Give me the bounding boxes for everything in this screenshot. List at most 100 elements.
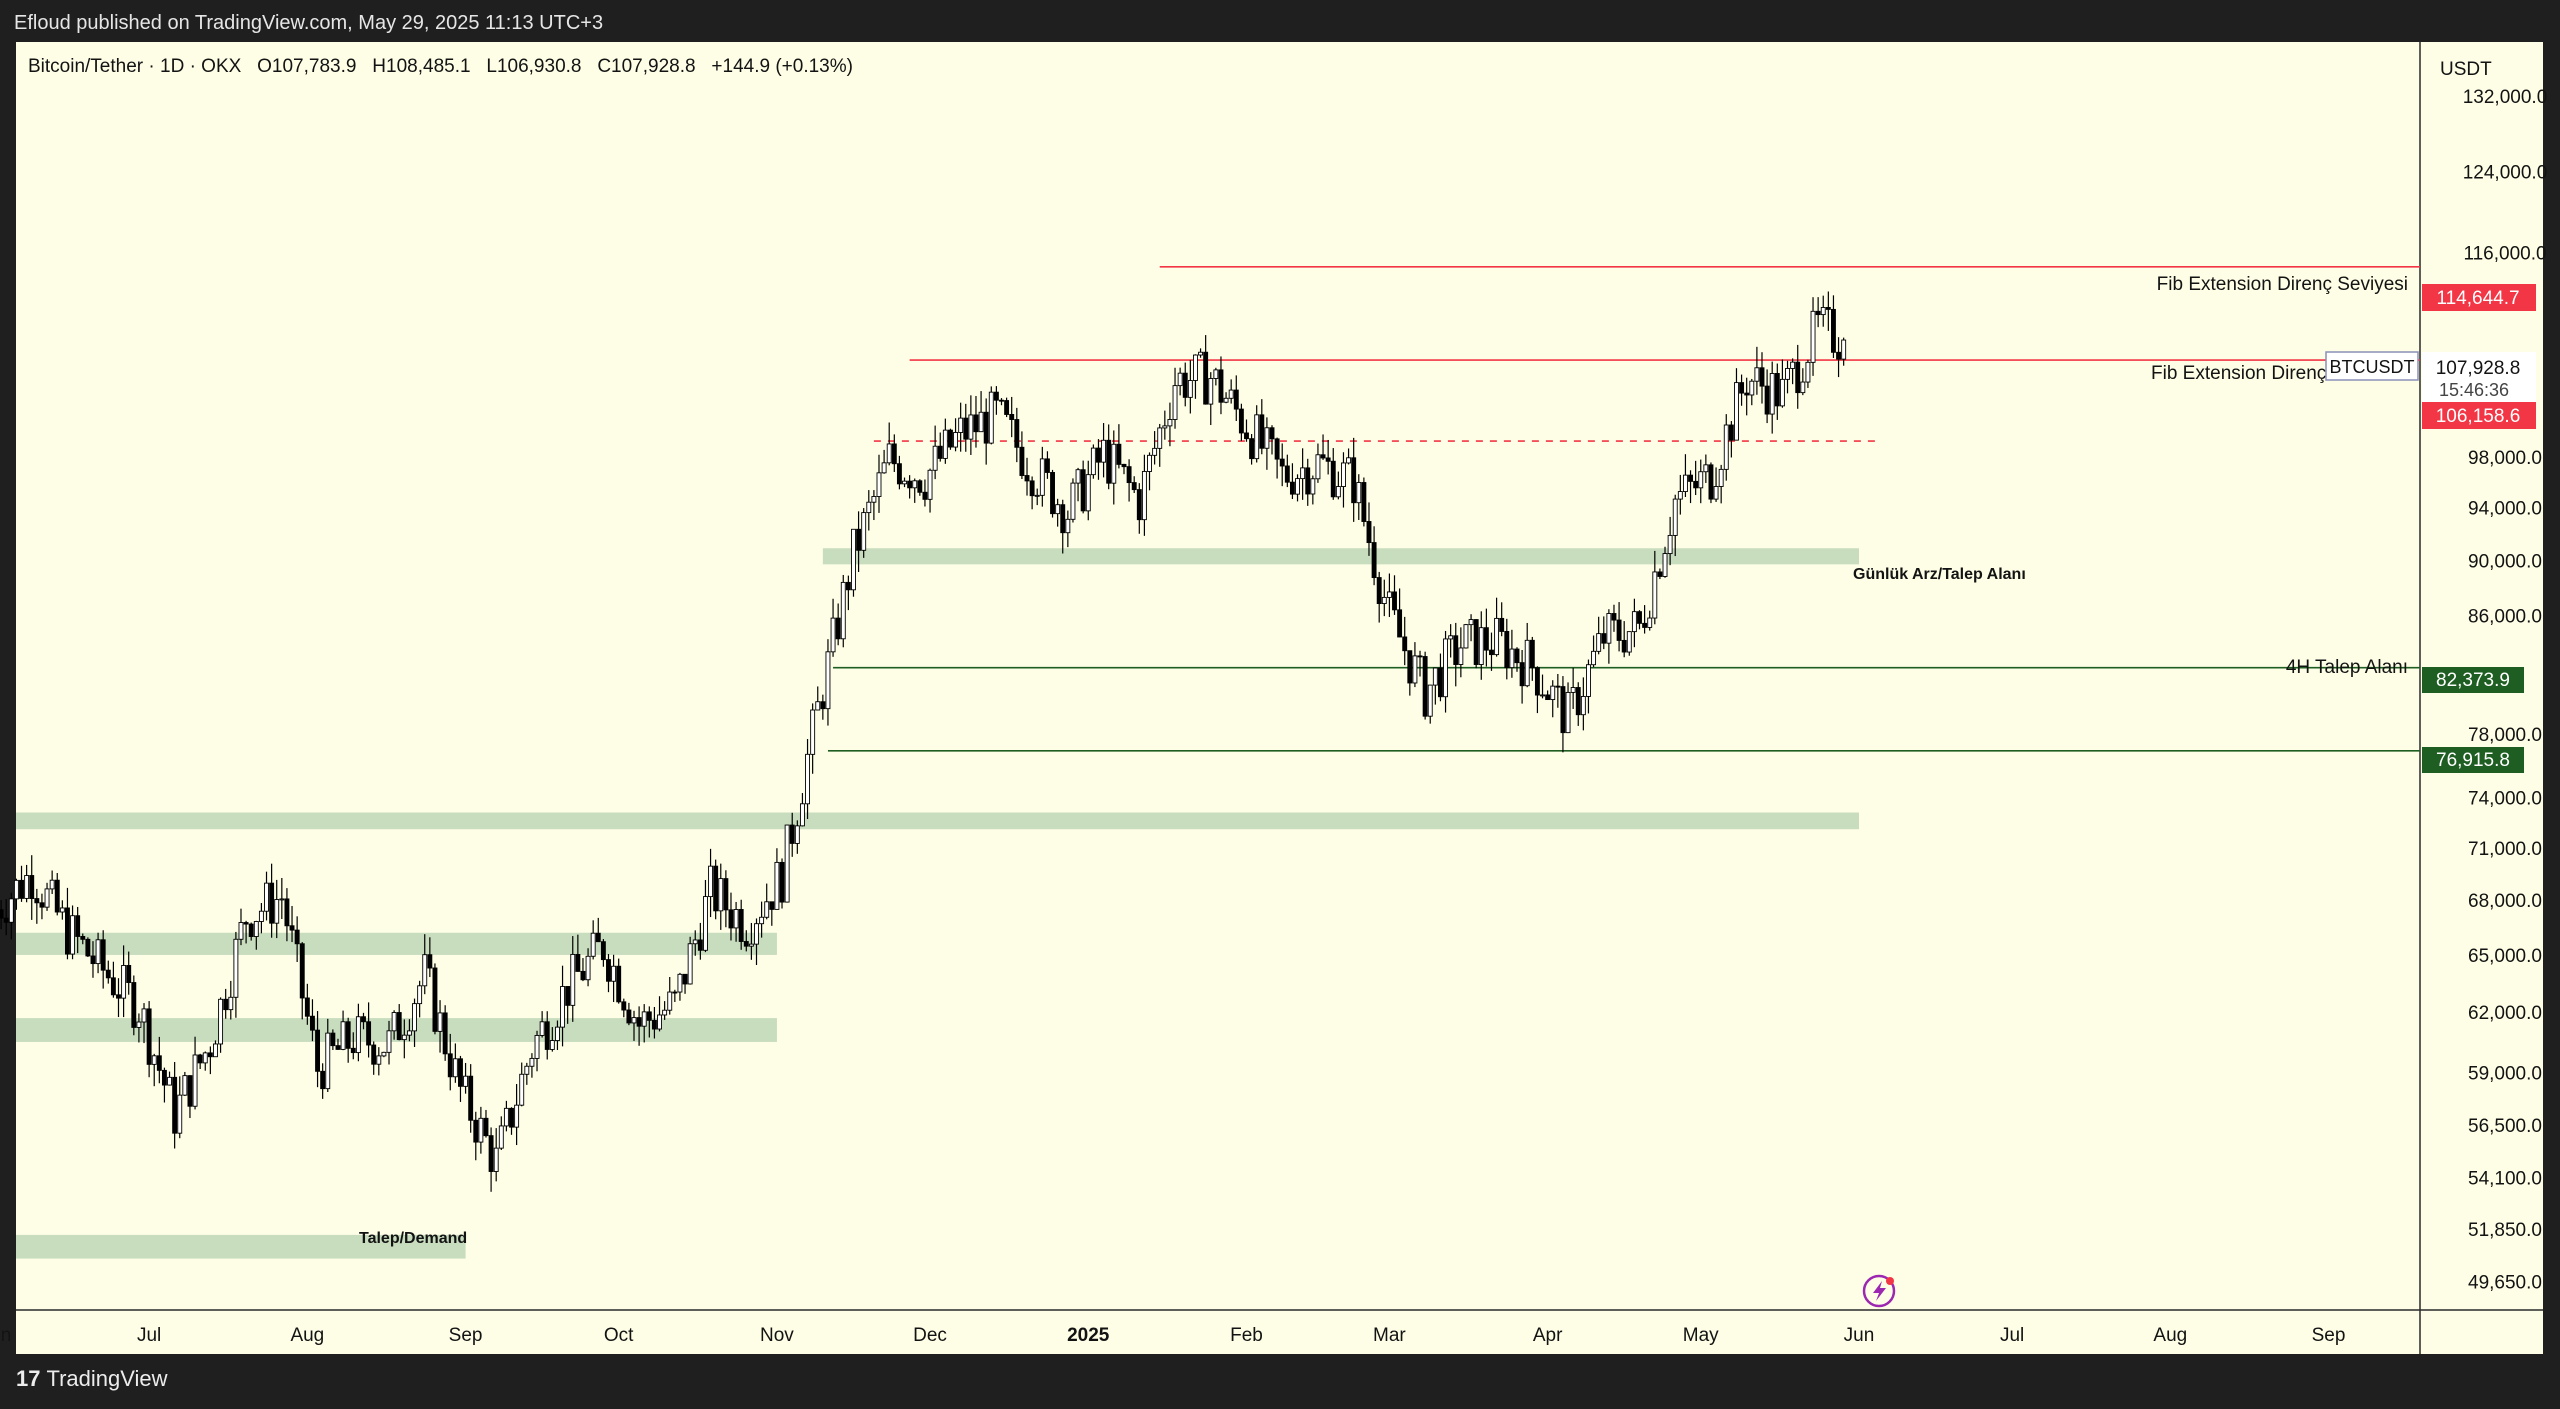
candle	[269, 863, 275, 938]
candle	[560, 965, 565, 1047]
candle	[1361, 477, 1367, 527]
candle	[1284, 454, 1290, 488]
demand-label: Talep/Demand	[359, 1230, 467, 1247]
candle	[197, 1053, 203, 1070]
candle	[1044, 451, 1050, 479]
candle	[1494, 597, 1500, 657]
candle	[1346, 448, 1352, 465]
candle	[478, 1106, 484, 1154]
candle	[1310, 475, 1316, 505]
candle	[177, 1076, 183, 1139]
candle	[794, 820, 800, 854]
candle	[1060, 499, 1066, 554]
candle	[1075, 467, 1081, 502]
candle	[937, 432, 943, 462]
candle	[1136, 483, 1142, 534]
candle	[391, 1010, 397, 1040]
candle	[718, 863, 724, 930]
candle	[376, 1047, 382, 1076]
candle	[534, 1030, 540, 1072]
current-symbol: BTCUSDT	[2330, 357, 2415, 377]
candle	[1417, 650, 1423, 677]
candle	[44, 882, 50, 911]
candle	[1504, 618, 1510, 680]
candle	[978, 391, 984, 433]
time-tick-label: Dec	[913, 1325, 947, 1346]
candle	[1815, 297, 1821, 328]
candle	[1111, 430, 1117, 505]
candle	[1090, 444, 1096, 479]
legend-low: L106,930.8	[486, 56, 582, 77]
candle	[1759, 352, 1765, 404]
candle	[953, 418, 959, 452]
candle	[1330, 448, 1336, 500]
candle	[1749, 378, 1755, 406]
candle	[1376, 571, 1382, 623]
candle	[713, 859, 719, 920]
candle	[80, 933, 86, 945]
candle	[1831, 295, 1836, 358]
candle	[1029, 476, 1035, 510]
candle	[866, 490, 872, 531]
candle	[1642, 605, 1648, 634]
candle	[759, 901, 765, 938]
candles-layer	[0, 291, 1847, 1192]
candle	[1320, 434, 1326, 460]
candle	[1800, 368, 1806, 396]
tradingview-logo[interactable]: 17 TradingView	[16, 1366, 168, 1392]
candle	[1790, 358, 1796, 385]
candle	[958, 402, 964, 452]
candle	[1443, 630, 1448, 713]
time-tick-label: Jun	[1844, 1325, 1875, 1346]
candle	[24, 864, 30, 903]
candle	[1616, 602, 1622, 652]
candle	[1739, 374, 1745, 406]
candle	[1524, 622, 1530, 688]
candle	[1356, 474, 1362, 520]
demand-4h-badge-text: 82,373.9	[2436, 670, 2510, 691]
candle	[1187, 360, 1193, 414]
candle	[401, 1019, 407, 1059]
candle	[856, 511, 862, 572]
candle	[585, 948, 591, 987]
candle	[886, 422, 892, 466]
levels-layer	[827, 266, 2420, 752]
candle	[983, 398, 989, 465]
time-tick-label: 2025	[1067, 1325, 1110, 1346]
candle	[544, 1011, 550, 1060]
candle	[1402, 616, 1408, 666]
candle	[422, 934, 428, 995]
candle	[1192, 354, 1198, 399]
candle	[1070, 478, 1076, 523]
currency-label[interactable]: USDT	[2440, 59, 2492, 80]
candle	[1688, 470, 1693, 504]
candle	[258, 903, 264, 934]
candle	[207, 1046, 213, 1075]
candle	[1769, 361, 1775, 434]
candle	[1463, 623, 1469, 649]
candle	[769, 901, 775, 926]
candle	[631, 1010, 637, 1041]
candle	[350, 1032, 356, 1060]
candle	[810, 703, 816, 774]
candle	[1085, 460, 1091, 521]
price-tick-label: 116,000.0	[2463, 244, 2546, 265]
time-tick-label: Nov	[760, 1325, 794, 1346]
chart-area[interactable]	[16, 42, 2543, 1354]
candle	[1499, 602, 1505, 637]
candle	[754, 918, 759, 966]
candle	[554, 1020, 560, 1051]
candle	[1575, 682, 1581, 726]
candle	[54, 873, 60, 916]
candle	[646, 1006, 652, 1038]
candle	[1820, 295, 1826, 327]
candle	[1514, 647, 1520, 672]
candle	[1785, 360, 1790, 394]
legend-symbol[interactable]: Bitcoin/Tether · 1D · OKX	[28, 56, 242, 77]
candle	[973, 396, 979, 448]
lightning-icon[interactable]	[1862, 1274, 1896, 1308]
candle	[845, 575, 851, 611]
footer-bar	[0, 1354, 2560, 1409]
candle	[172, 1062, 178, 1149]
